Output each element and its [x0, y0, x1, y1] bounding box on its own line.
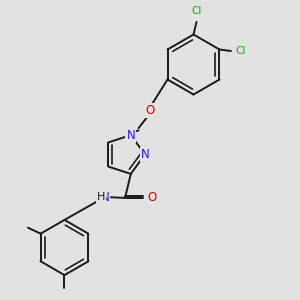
Text: O: O [146, 104, 154, 117]
Text: O: O [147, 191, 156, 204]
Text: Cl: Cl [236, 46, 246, 56]
Text: Cl: Cl [191, 7, 202, 16]
Text: N: N [100, 191, 109, 204]
Text: N: N [140, 148, 149, 161]
Text: N: N [126, 129, 135, 142]
Text: H: H [97, 192, 105, 202]
